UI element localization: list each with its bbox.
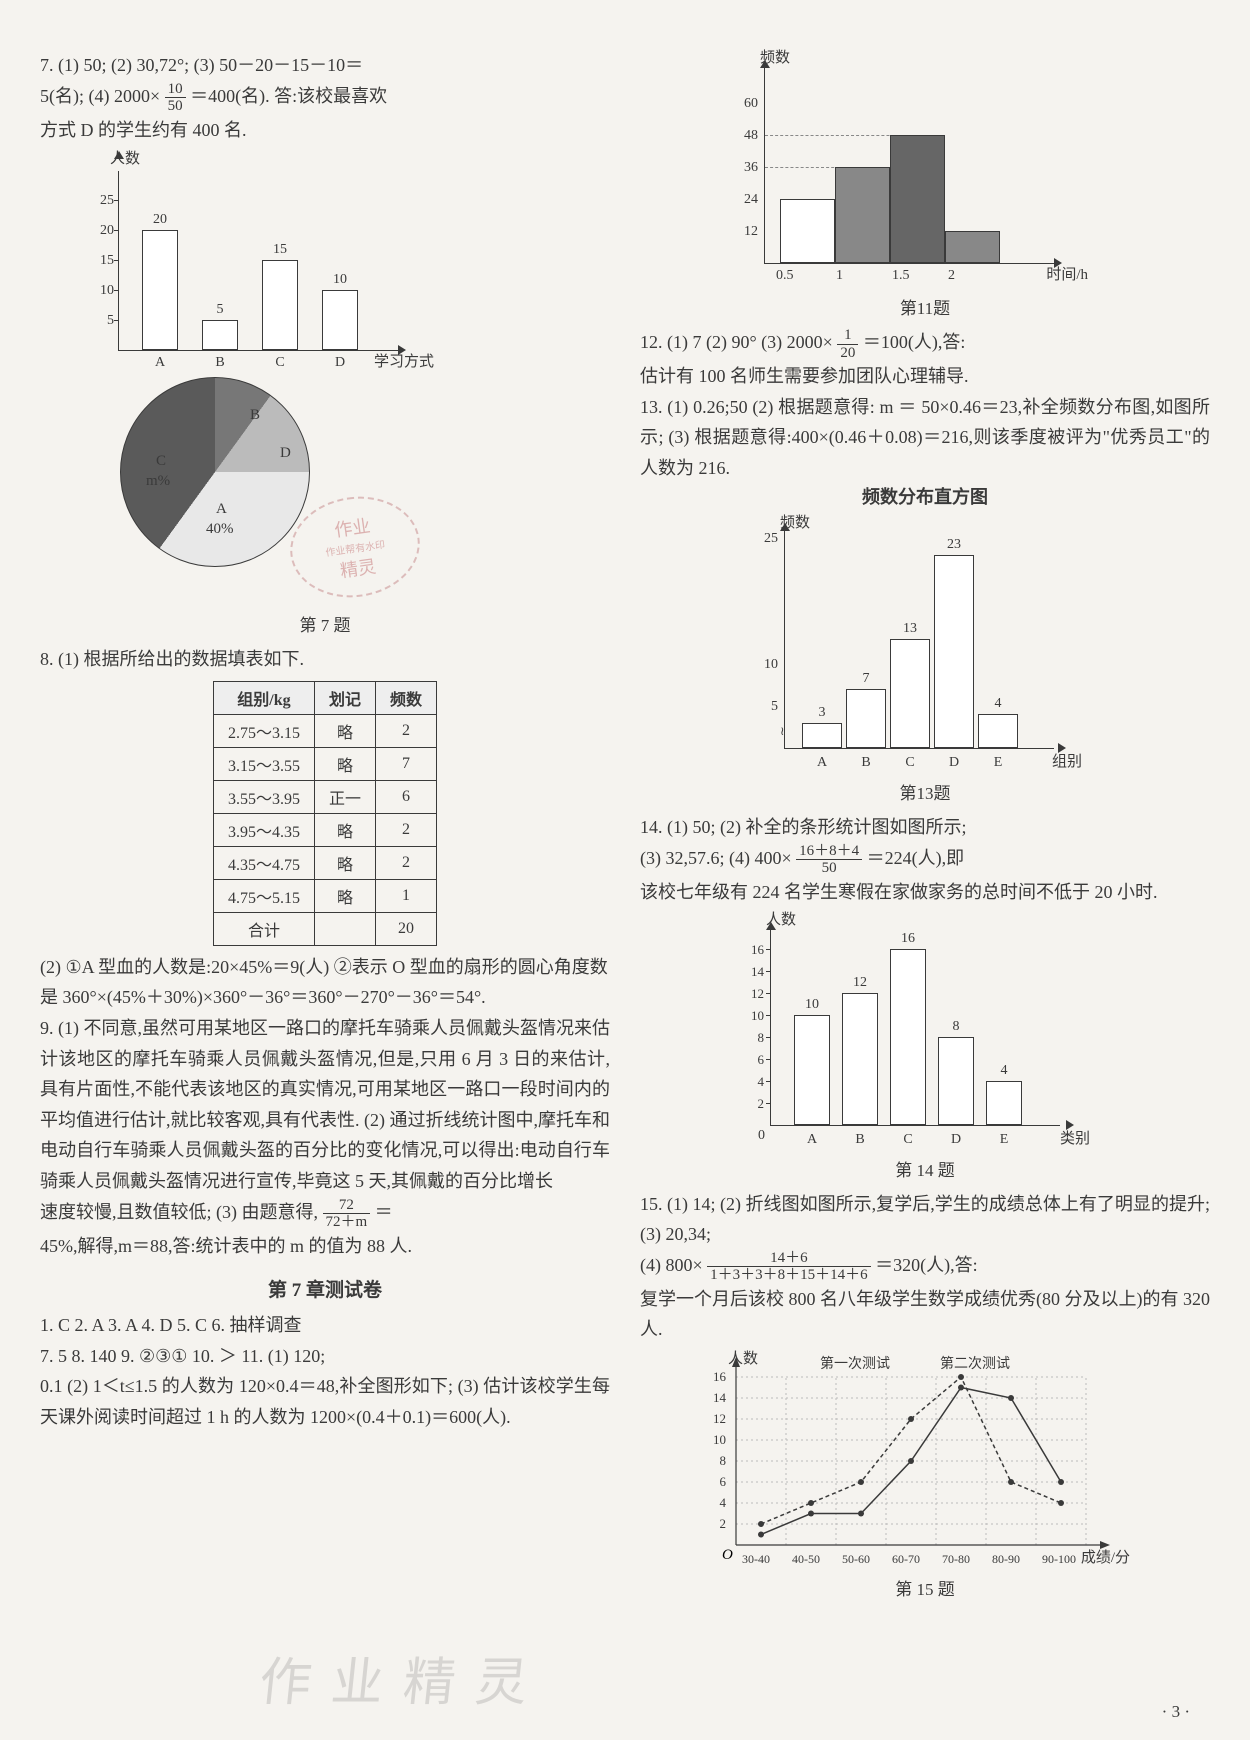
caption-14: 第 14 题 (640, 1156, 1210, 1181)
barchart-7: 人数 学习方式 51015202520A5B15C10D (80, 151, 400, 371)
q7-l2a: 5(名); (4) 2000× (40, 86, 160, 106)
caption-15: 第 15 题 (640, 1575, 1210, 1600)
table-8: 组别/kg划记频数 2.75～3.15略23.15～3.55略73.55～3.9… (213, 681, 437, 946)
linechart-15: 人数 成绩/分 第一次测试 第二次测试 O 24681012141630-404… (700, 1351, 1120, 1571)
q15c: 复学一个月后该校 800 名八年级学生数学成绩优秀(80 分及以上)的有 320… (640, 1284, 1210, 1345)
q7-line2: 5(名); (4) 2000× 1050 ＝400(名). 答:该校最喜欢 (40, 81, 610, 115)
ans2: 7. 5 8. 140 9. ②③① 10. ＞ 11. (1) 120; (40, 1341, 610, 1372)
pie-b: B (250, 407, 260, 424)
watermark: 作业精灵 (256, 1640, 552, 1715)
q15-frac: 14＋61＋3＋3＋8＋15＋14＋6 (707, 1250, 871, 1284)
q9c: 45%,解得,m＝88,答:统计表中的 m 的值为 88 人. (40, 1231, 610, 1262)
pie-a: A (216, 501, 227, 518)
bc7-xlabel: 学习方式 (374, 350, 434, 371)
q14c: 该校七年级有 224 名学生寒假在家做家务的总时间不低于 20 小时. (640, 877, 1210, 908)
histogram-13: 频数 ≀ 组别 510253A7B13C23D4E (740, 515, 1060, 775)
q7-l2b: ＝400(名). 答:该校最喜欢 (190, 86, 387, 106)
pie-apct: 40% (206, 521, 234, 538)
pie-cpct: m% (146, 473, 170, 490)
h13-xlabel: 组别 (1052, 750, 1082, 771)
q14a: 14. (1) 50; (2) 补全的条形统计图如图所示; (640, 812, 1210, 843)
hist13-title: 频数分布直方图 (640, 483, 1210, 509)
q14b: (3) 32,57.6; (4) 400× 16＋8＋450 ＝224(人),即 (640, 843, 1210, 877)
caption-7: 第 7 题 (40, 611, 610, 636)
q15b: (4) 800× 14＋61＋3＋3＋8＋15＋14＋6 ＝320(人),答: (640, 1250, 1210, 1284)
pie-chart-7: B D C m% A 40% 作业 作业帮有水印 精灵 (120, 377, 380, 607)
stamp-icon: 作业 作业帮有水印 精灵 (284, 489, 427, 606)
ans1: 1. C 2. A 3. A 4. D 5. C 6. 抽样调查 (40, 1310, 610, 1341)
h14-xlabel: 类别 (1060, 1127, 1090, 1148)
svg-text:O: O (722, 1547, 733, 1563)
q12-frac: 120 (837, 327, 858, 361)
chapter-head: 第 7 章测试卷 (40, 1275, 610, 1302)
q9b: 速度较慢,且数值较低; (3) 由题意得, 7272＋m ＝ (40, 1197, 610, 1231)
q9-frac: 7272＋m (323, 1197, 371, 1231)
pie-c: C (156, 453, 166, 470)
caption-11: 第11题 (640, 294, 1210, 319)
page-number: · 3 · (1162, 1702, 1190, 1722)
h11-xlabel: 时间/h (1046, 263, 1088, 284)
histogram-11: 频数 时间/h 12243648600.511.52 (720, 50, 1060, 290)
q15a: 15. (1) 14; (2) 折线图如图所示,复学后,学生的成绩总体上有了明显… (640, 1189, 1210, 1250)
q8-2: (2) ①A 型血的人数是:20×45%＝9(人) ②表示 O 型血的扇形的圆心… (40, 952, 610, 1013)
q12: 12. (1) 7 (2) 90° (3) 2000× 120 ＝100(人),… (640, 327, 1210, 361)
histogram-14: 人数 0 类别 24681012141610A12B16C8D4E (730, 912, 1070, 1152)
q7-frac: 1050 (165, 81, 186, 115)
q14-frac: 16＋8＋450 (796, 843, 862, 877)
caption-13: 第13题 (640, 779, 1210, 804)
q8-head: 8. (1) 根据所给出的数据填表如下. (40, 644, 610, 675)
q7-line1: 7. (1) 50; (2) 30,72°; (3) 50－20－15－10＝ (40, 50, 610, 81)
q9: 9. (1) 不同意,虽然可用某地区一路口的摩托车骑乘人员佩戴头盔情况来估计该地… (40, 1013, 610, 1197)
pie-d: D (280, 445, 291, 462)
q7-line3: 方式 D 的学生约有 400 名. (40, 115, 610, 146)
ans3: 0.1 (2) 1＜t≤1.5 的人数为 120×0.4＝48,补全图形如下; … (40, 1371, 610, 1432)
q12c: 估计有 100 名师生需要参加团队心理辅导. (640, 361, 1210, 392)
q13: 13. (1) 0.26;50 (2) 根据题意得: m ＝ 50×0.46＝2… (640, 392, 1210, 484)
